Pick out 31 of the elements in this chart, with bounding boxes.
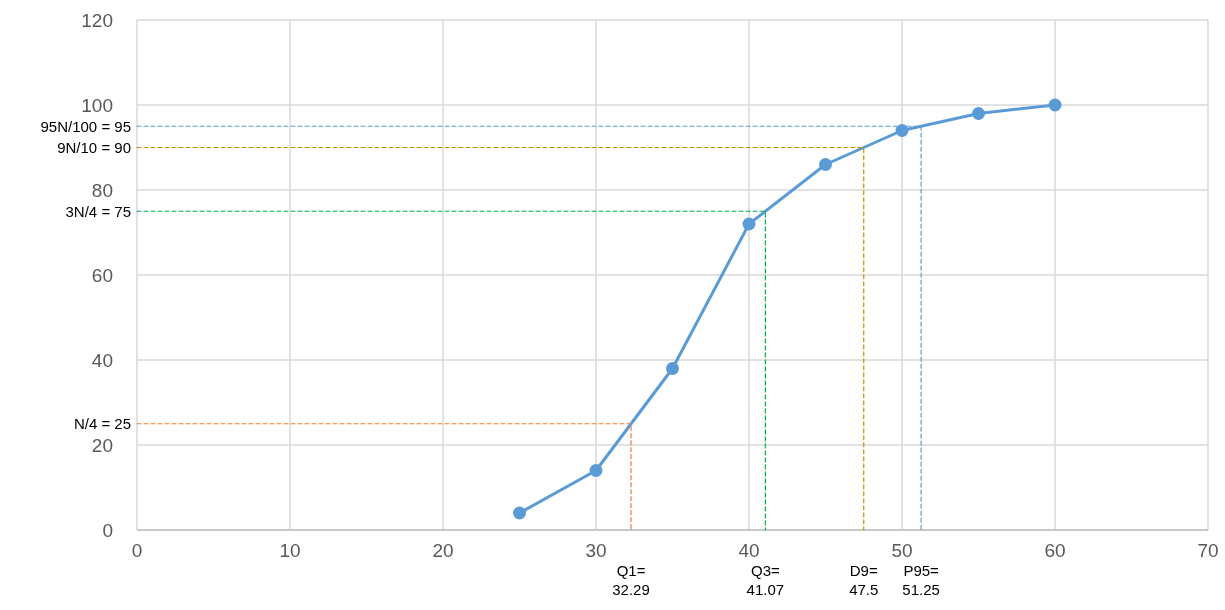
x-tick-label: 30 [585,540,607,561]
point [513,506,526,520]
x-tick-label: 60 [1044,540,1066,561]
x-tick-label: 50 [891,540,913,561]
y-tick-label: 20 [91,434,113,456]
x-tick-label: 70 [1197,540,1219,561]
annotation: Q1= 32.29 [612,562,650,598]
annotation: N/4 = 25 [73,415,131,432]
annotation: 9N/10 = 90 [57,138,131,156]
annotation: Q3= 41.07 [746,562,785,598]
y-tick-label: 40 [91,349,113,371]
point [589,464,603,477]
point [666,362,679,375]
y-tick-label: 60 [91,264,113,286]
y-tick-label: 120 [81,9,113,31]
point [819,158,832,171]
x-tick-label: 0 [131,540,143,561]
x-tick-label: 20 [432,540,454,561]
point [742,217,756,231]
y-tick-label: 0 [102,519,113,541]
point [972,107,985,120]
y-tick-label: 80 [91,179,113,201]
annotation: P95= 51.25 [902,562,940,598]
x-tick-label: 10 [279,540,301,561]
point [1048,98,1062,112]
annotation: D9= 47.5 [849,562,879,598]
annotation: 3N/4 = 75 [65,202,131,220]
point [895,124,909,137]
annotation: 95N/100 = 95 [40,117,131,135]
y-tick-label: 100 [81,94,113,116]
x-tick-label: 40 [738,540,760,561]
